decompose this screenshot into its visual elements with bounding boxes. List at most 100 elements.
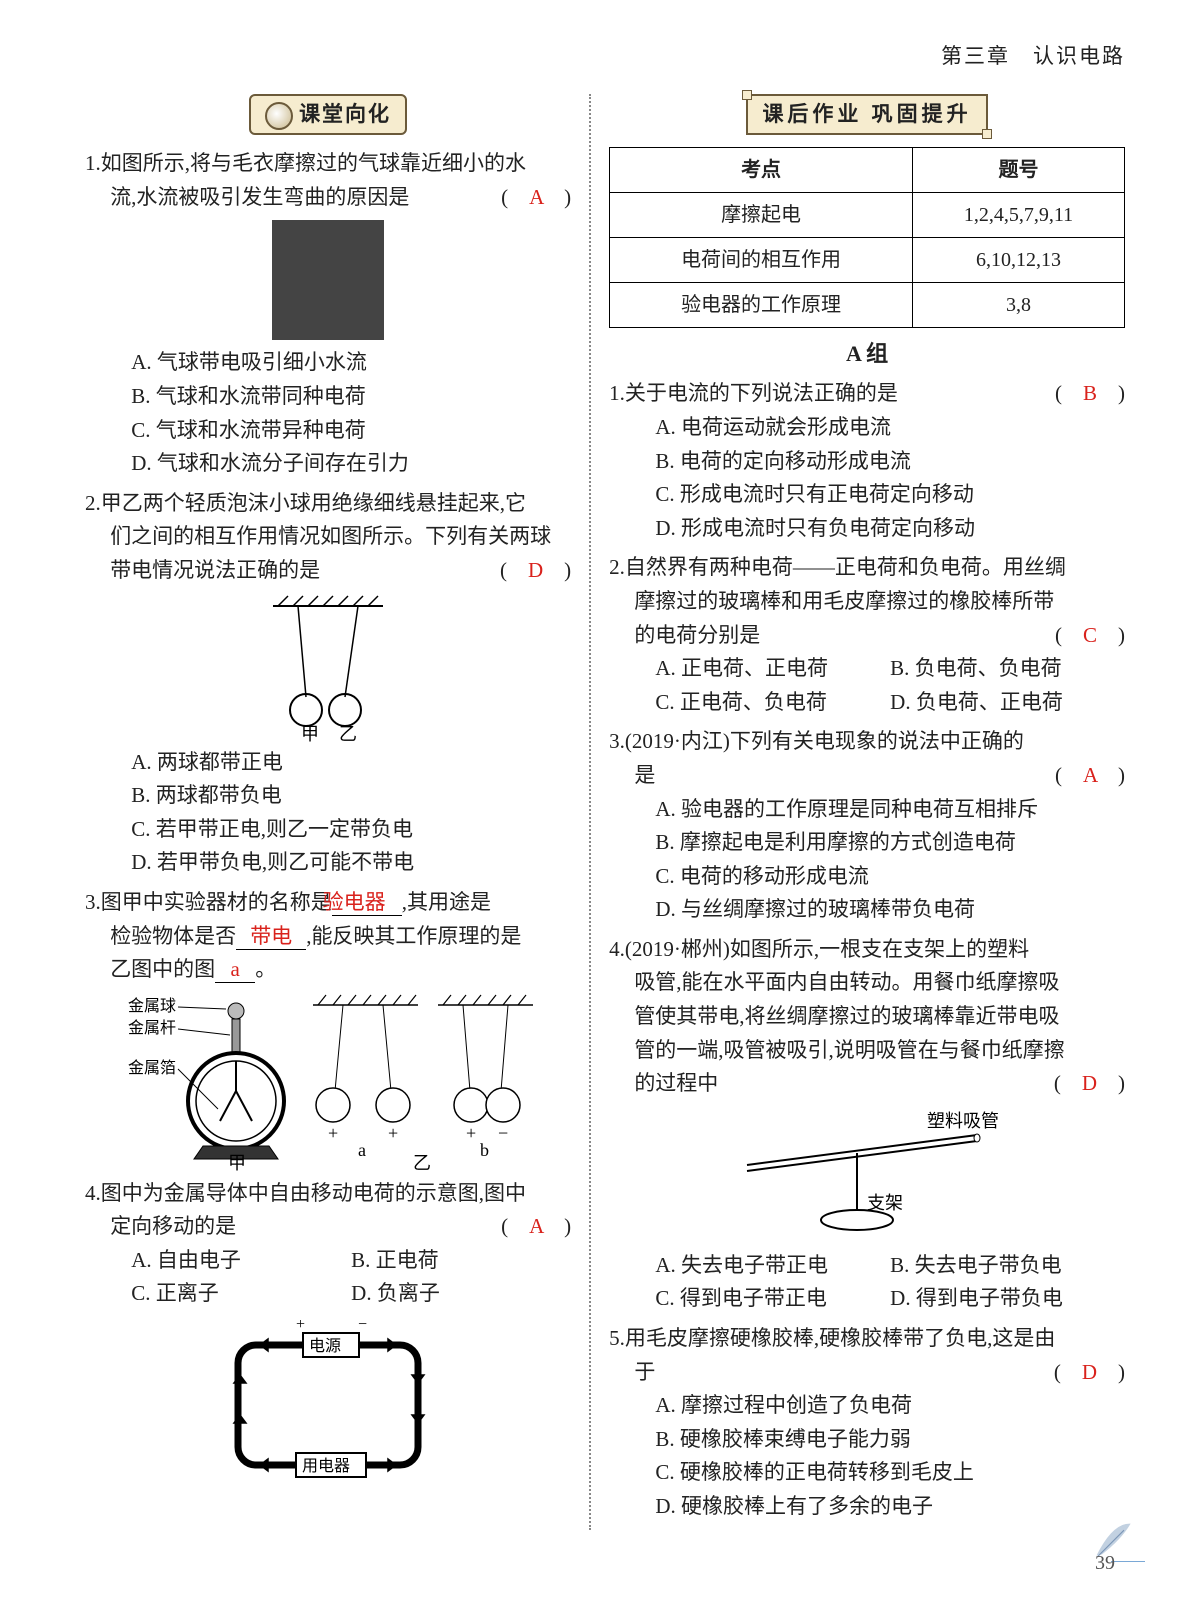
option: B. 电荷的定向移动形成电流	[655, 445, 1125, 479]
right-q2: 2.自然界有两种电荷——正电荷和负电荷。用丝绸 摩擦过的玻璃棒和用毛皮摩擦过的橡…	[609, 551, 1125, 719]
svg-text:支架: 支架	[867, 1193, 903, 1213]
option: B. 两球都带负电	[131, 779, 571, 813]
q-number: 5.	[609, 1326, 625, 1350]
svg-text:+: +	[466, 1123, 476, 1143]
blank-answer: 带电	[236, 924, 306, 950]
svg-text:b: b	[480, 1140, 489, 1160]
q-text: ,能反映其工作原理的是	[306, 924, 521, 948]
q-text: 关于电流的下列说法正确的是	[625, 381, 898, 405]
right-q1: 1.关于电流的下列说法正确的是( B ) A. 电荷运动就会形成电流 B. 电荷…	[609, 377, 1125, 545]
option: D. 与丝绸摩擦过的玻璃棒带负电荷	[655, 893, 1125, 927]
answer-paren: ( D )	[1054, 1356, 1125, 1390]
q-number: 3.	[85, 890, 101, 914]
left-q2: 2.甲乙两个轻质泡沫小球用绝缘细线悬挂起来,它 们之间的相互作用情况如图所示。下…	[85, 487, 571, 880]
option: D. 负离子	[351, 1277, 571, 1311]
q-text: 如图所示,将与毛衣摩擦过的气球靠近细小的水	[101, 151, 526, 175]
option: C. 若甲带正电,则乙一定带负电	[131, 813, 571, 847]
option: D. 形成电流时只有负电荷定向移动	[655, 512, 1125, 546]
option: D. 负电荷、正电荷	[890, 686, 1125, 720]
option: B. 失去电子带负电	[890, 1249, 1125, 1283]
q-text: 带电情况说法正确的是	[110, 558, 320, 582]
option: D. 得到电子带负电	[890, 1282, 1125, 1316]
svg-text:电源: 电源	[309, 1337, 341, 1355]
left-column: 课堂向化 1.如图所示,将与毛衣摩擦过的气球靠近细小的水 流,水流被吸引发生弯曲…	[85, 94, 571, 1530]
svg-text:+: +	[388, 1123, 398, 1143]
answer: C	[1083, 623, 1097, 647]
option: C. 正电荷、负电荷	[655, 686, 890, 720]
option: A. 气球带电吸引细小水流	[131, 346, 571, 380]
option: B. 负电荷、负电荷	[890, 652, 1125, 686]
table-cell: 6,10,12,13	[913, 238, 1125, 283]
right-q5: 5.用毛皮摩擦硬橡胶棒,硬橡胶棒带了负电,这是由 于( D ) A. 摩擦过程中…	[609, 1322, 1125, 1524]
answer: D	[528, 558, 543, 582]
answer-paren: ( A )	[1055, 759, 1125, 793]
table-cell: 3,8	[913, 283, 1125, 328]
svg-text:−: −	[498, 1123, 508, 1143]
answer: D	[1082, 1071, 1097, 1095]
blank-answer: a	[215, 957, 255, 983]
option: A. 电荷运动就会形成电流	[655, 411, 1125, 445]
option: A. 摩擦过程中创造了负电荷	[655, 1389, 1125, 1423]
answer: A	[529, 185, 543, 209]
option: B. 摩擦起电是利用摩擦的方式创造电荷	[655, 826, 1125, 860]
option: C. 硬橡胶棒的正电荷转移到毛皮上	[655, 1456, 1125, 1490]
q-number: 1.	[609, 381, 625, 405]
answer-paren: ( A )	[501, 1210, 571, 1244]
q-text: 摩擦过的玻璃棒和用毛皮摩擦过的橡胶棒所带	[609, 585, 1125, 619]
svg-text:用电器: 用电器	[302, 1457, 350, 1475]
q-number: 1.	[85, 151, 101, 175]
chapter-header: 第三章 认识电路	[85, 40, 1125, 74]
q-text: 用毛皮摩擦硬橡胶棒,硬橡胶棒带了负电,这是由	[625, 1326, 1056, 1350]
q-number: 2.	[85, 491, 101, 515]
svg-text:乙: 乙	[339, 724, 357, 742]
q-text: 的过程中	[634, 1071, 718, 1095]
q-text: 甲乙两个轻质泡沫小球用绝缘细线悬挂起来,它	[101, 491, 526, 515]
right-q4: 4.(2019·郴州)如图所示,一根支在支架上的塑料 吸管,能在水平面内自由转动…	[609, 933, 1125, 1316]
answer: A	[529, 1214, 543, 1238]
option: C. 得到电子带正电	[655, 1282, 890, 1316]
svg-text:塑料吸管: 塑料吸管	[927, 1111, 999, 1131]
q-number: 2.	[609, 555, 625, 579]
q-text: 。	[255, 957, 276, 981]
svg-text:a: a	[358, 1140, 366, 1160]
table-cell: 验电器的工作原理	[610, 283, 913, 328]
electroscope-figure: 金属球 金属杆 金属箔 甲	[118, 991, 538, 1171]
left-section-badge: 课堂向化	[85, 94, 571, 136]
q-text: 管的一端,吸管被吸引,说明吸管在与餐巾纸摩擦	[609, 1034, 1125, 1068]
right-q3: 3.(2019·内江)下列有关电现象的说法中正确的 是( A ) A. 验电器的…	[609, 725, 1125, 927]
two-balls-figure: 甲 乙	[243, 592, 413, 742]
option: D. 气球和水流分子间存在引力	[131, 447, 571, 481]
magnifier-icon	[265, 102, 293, 130]
q-text: 的电荷分别是	[634, 623, 760, 647]
q-text: 自然界有两种电荷——正电荷和负电荷。用丝绸	[625, 555, 1066, 579]
topic-table: 考点题号 摩擦起电1,2,4,5,7,9,11 电荷间的相互作用6,10,12,…	[609, 147, 1125, 328]
option: B. 正电荷	[351, 1244, 571, 1278]
q-text: 吸管,能在水平面内自由转动。用餐巾纸摩擦吸	[609, 966, 1125, 1000]
q-number: 4.	[609, 937, 625, 961]
column-divider	[589, 94, 591, 1530]
svg-text:金属杆: 金属杆	[128, 1019, 176, 1037]
q-text: 是	[634, 763, 655, 787]
svg-text:+: +	[328, 1123, 338, 1143]
option: A. 两球都带正电	[131, 746, 571, 780]
blank-answer: 验电器	[332, 890, 402, 916]
option: A. 验电器的工作原理是同种电荷互相排斥	[655, 793, 1125, 827]
option: D. 若甲带负电,则乙可能不带电	[131, 846, 571, 880]
option: A. 正电荷、正电荷	[655, 652, 890, 686]
option: B. 硬橡胶棒束缚电子能力弱	[655, 1423, 1125, 1457]
svg-text:乙: 乙	[413, 1153, 431, 1171]
option: D. 硬橡胶棒上有了多余的电子	[655, 1490, 1125, 1524]
right-section-badge: 课后作业 巩固提升	[609, 94, 1125, 136]
table-header: 题号	[913, 148, 1125, 193]
table-cell: 1,2,4,5,7,9,11	[913, 193, 1125, 238]
q-number: 4.	[85, 1181, 101, 1205]
table-cell: 电荷间的相互作用	[610, 238, 913, 283]
answer: D	[1082, 1360, 1097, 1384]
q-number: 3.	[609, 729, 625, 753]
answer-paren: ( A )	[501, 181, 571, 215]
left-q1: 1.如图所示,将与毛衣摩擦过的气球靠近细小的水 流,水流被吸引发生弯曲的原因是(…	[85, 147, 571, 481]
q-text: 图甲中实验器材的名称是	[101, 890, 332, 914]
circuit-figure: 电源 + − 用电器	[198, 1315, 458, 1490]
option: C. 气球和水流带异种电荷	[131, 414, 571, 448]
q-text: 乙图中的图	[110, 957, 215, 981]
